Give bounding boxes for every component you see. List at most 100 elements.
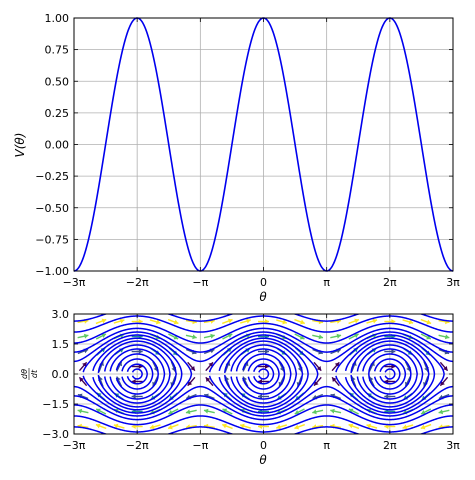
phase-trajectory bbox=[92, 373, 436, 411]
phase-vector-arrowhead bbox=[101, 333, 106, 339]
potential-y-tick-label: −1.00 bbox=[35, 265, 69, 278]
phase-y-tick-label: 0.0 bbox=[52, 368, 70, 381]
phase-vector-arrowhead bbox=[438, 409, 444, 415]
phase-vector-arrowhead bbox=[173, 319, 179, 325]
phase-vector-arrowhead bbox=[173, 334, 179, 340]
phase-trajectory bbox=[97, 373, 430, 408]
phase-trajectory bbox=[82, 373, 445, 414]
phase-vector-arrowhead bbox=[119, 318, 125, 324]
phase-trajectory bbox=[74, 331, 453, 363]
phase-vector-arrowhead bbox=[312, 409, 317, 415]
phase-y-tick-label: −3.0 bbox=[42, 428, 69, 441]
phase-y-label-denominator: dt bbox=[30, 369, 39, 378]
phase-vector-arrowhead bbox=[444, 349, 450, 355]
potential-x-tick-label: π bbox=[323, 276, 330, 289]
phase-vector-arrowhead bbox=[318, 349, 323, 355]
phase-vector-arrowhead bbox=[336, 333, 342, 339]
phase-vector-arrowhead bbox=[426, 319, 432, 325]
phase-vector-arrowhead bbox=[222, 408, 228, 414]
phase-y-tick-label: −1.5 bbox=[42, 398, 69, 411]
phase-vector-arrowhead bbox=[276, 424, 281, 430]
phase-vector-arrowhead bbox=[372, 318, 378, 324]
phase-vector-arrowhead bbox=[240, 423, 245, 429]
phase-vector-arrowhead bbox=[332, 377, 337, 383]
phase-portrait-plot: −3π −2π −π 0 π 2π 3π 3.0 1.5 0.0 −1.5 −3.0 θ dθ dt bbox=[20, 308, 460, 467]
phase-x-tick-label: π bbox=[323, 439, 330, 452]
phase-trajectory bbox=[126, 363, 401, 375]
phase-trajectory bbox=[74, 327, 453, 353]
phase-x-axis-label: θ bbox=[259, 453, 267, 467]
potential-x-tick-label: 2π bbox=[383, 276, 397, 289]
phase-vector-arrowhead bbox=[79, 377, 84, 383]
phase-trajectory bbox=[82, 334, 445, 375]
phase-vector-arrowhead bbox=[353, 333, 359, 339]
phase-trajectory bbox=[109, 373, 418, 400]
potential-ticks: −3π −2π −π 0 π 2π 3π 1.00 0.75 0.50 0.25 0.00 −0.25 −… bbox=[35, 12, 460, 289]
phase-trajectory bbox=[104, 344, 424, 375]
phase-vector-arrowhead bbox=[294, 409, 300, 415]
phase-vector-arrowhead bbox=[138, 349, 143, 354]
phase-vector-arrowhead bbox=[348, 408, 354, 414]
phase-x-tick-label: −2π bbox=[126, 439, 149, 452]
phase-y-axis-label: dθ dt bbox=[20, 368, 39, 380]
phase-vector-arrowhead bbox=[330, 393, 336, 399]
potential-x-tick-label: −2π bbox=[126, 276, 149, 289]
phase-vector-arrowhead bbox=[95, 423, 101, 429]
phase-x-tick-label: 0 bbox=[260, 439, 267, 452]
phase-vector-arrowhead bbox=[77, 393, 83, 399]
potential-x-tick-label: −3π bbox=[63, 276, 86, 289]
phase-vector-arrowhead bbox=[222, 423, 227, 429]
phase-vector-arrowhead bbox=[192, 334, 197, 340]
phase-trajectory bbox=[126, 373, 401, 385]
phase-vector-arrowhead bbox=[227, 318, 233, 324]
phase-vector-arrowhead bbox=[227, 333, 233, 339]
phase-vector-arrowhead bbox=[77, 408, 83, 414]
phase-y-tick-label: 3.0 bbox=[52, 308, 70, 321]
phase-vector-arrowhead bbox=[318, 334, 324, 340]
phase-vector-arrowhead bbox=[265, 349, 269, 354]
phase-trajectory bbox=[92, 337, 436, 375]
phase-trajectory bbox=[115, 373, 412, 395]
phase-vector-arrowhead bbox=[131, 394, 136, 399]
phase-trajectory bbox=[121, 373, 407, 390]
phase-trajectory bbox=[104, 373, 424, 404]
phase-vector-arrowhead bbox=[258, 394, 262, 399]
phase-vector-arrowhead bbox=[294, 424, 300, 430]
potential-y-tick-label: 0.75 bbox=[45, 44, 70, 57]
potential-y-tick-label: −0.50 bbox=[35, 202, 69, 215]
potential-y-tick-label: −0.25 bbox=[35, 170, 69, 183]
phase-vector-arrowhead bbox=[402, 424, 408, 430]
phase-vector-arrowhead bbox=[113, 423, 119, 429]
phase-vector-arrowhead bbox=[155, 319, 161, 325]
potential-x-tick-label: 0 bbox=[260, 276, 267, 289]
potential-y-axis-label: V(θ) bbox=[13, 133, 27, 158]
potential-plot: −3π −2π −π 0 π 2π 3π 1.00 0.75 0.50 0.25 0.00 −0.25 −… bbox=[13, 12, 460, 304]
phase-x-tick-label: −3π bbox=[63, 439, 86, 452]
phase-vector-arrowhead bbox=[421, 409, 426, 415]
phase-vector-arrowhead bbox=[426, 334, 431, 340]
phase-vector-arrowhead bbox=[191, 349, 197, 355]
potential-y-tick-label: 0.25 bbox=[45, 107, 70, 120]
phase-vector-arrowhead bbox=[420, 424, 426, 430]
potential-x-tick-label: −π bbox=[192, 276, 208, 289]
phase-vector-arrowhead bbox=[443, 365, 448, 371]
phase-ticks: −3π −2π −π 0 π 2π 3π 3.0 1.5 0.0 −1.5 −3.0 bbox=[42, 308, 460, 452]
phase-vector-arrowhead bbox=[366, 423, 372, 429]
phase-vector-arrowhead bbox=[408, 319, 414, 325]
phase-trajectory bbox=[74, 404, 453, 426]
potential-y-tick-label: 1.00 bbox=[45, 12, 70, 25]
phase-trajectory bbox=[121, 358, 407, 375]
phase-trajectory bbox=[74, 385, 453, 417]
phase-vector-arrowhead bbox=[210, 333, 215, 339]
phase-vector-arrowhead bbox=[83, 333, 89, 339]
potential-y-tick-label: 0.50 bbox=[45, 75, 70, 88]
phase-vector-arrowhead bbox=[246, 318, 251, 324]
phase-trajectory bbox=[97, 340, 430, 375]
phase-vector-arrowhead bbox=[185, 409, 191, 415]
phase-vector-arrowhead bbox=[101, 318, 107, 324]
phase-trajectory bbox=[74, 322, 453, 344]
phase-x-tick-label: 3π bbox=[446, 439, 460, 452]
phase-vector-arrowhead bbox=[348, 423, 354, 429]
phase-vector-arrowhead bbox=[168, 424, 173, 430]
